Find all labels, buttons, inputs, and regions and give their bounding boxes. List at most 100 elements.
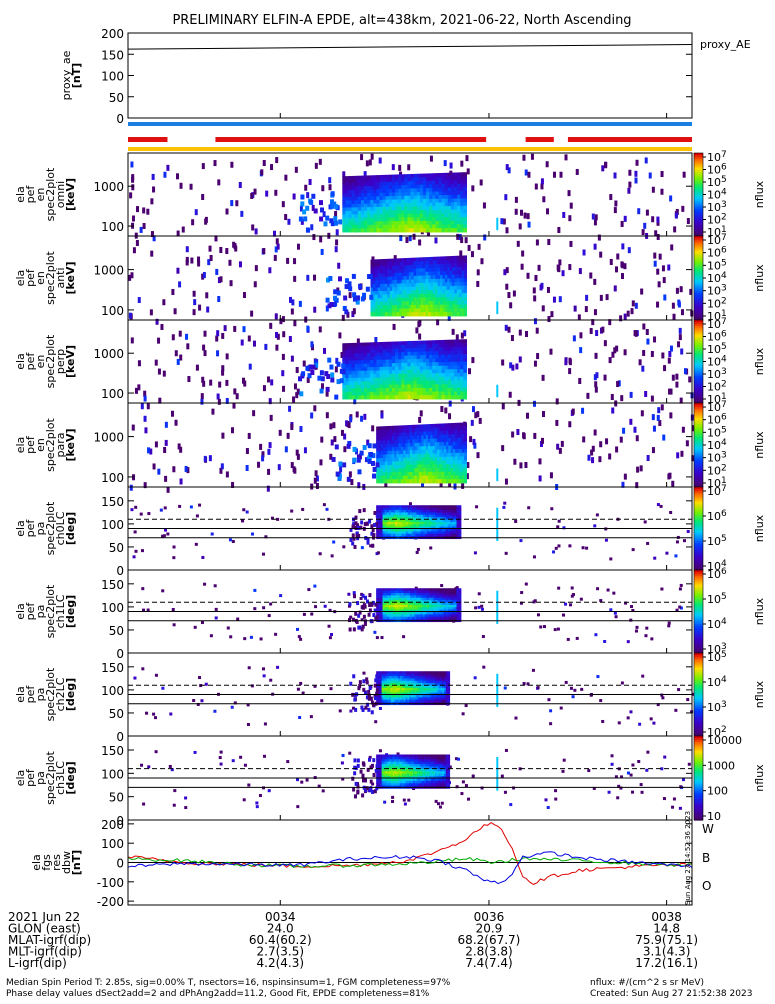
spectrogram-cell (395, 203, 399, 208)
spectrogram-pixel (320, 383, 324, 390)
spectrogram-cell (367, 360, 371, 365)
spectrogram-cell (449, 293, 453, 298)
spectrogram-cell (407, 377, 412, 382)
spectrogram-cell (399, 305, 403, 310)
spectrogram-pixel (482, 202, 486, 209)
spectrogram-cell (376, 597, 379, 601)
spectrogram-cell (372, 298, 376, 303)
spectrogram-cell (405, 600, 409, 604)
spectrogram-pixel (519, 539, 523, 543)
spectrogram-cell (380, 472, 384, 477)
spectrogram-cell (433, 512, 436, 516)
spectrogram-cell (461, 293, 465, 298)
spectrogram-cell (367, 352, 371, 358)
spectrogram-cell (454, 593, 458, 596)
spectrogram-pixel (157, 468, 161, 475)
spectrogram-cell (444, 228, 449, 233)
spectrogram-pixel (243, 637, 247, 641)
spectrogram-cell (426, 507, 430, 511)
spectrogram-pixel (161, 589, 165, 593)
spectrogram-cell (416, 514, 420, 518)
spectrogram-pixel (505, 227, 509, 234)
spectrogram-cell (403, 432, 407, 437)
spectrogram-cell (430, 431, 434, 436)
spectrogram-pixel (347, 422, 351, 429)
spectrogram-cell (382, 206, 387, 212)
spectrogram-cell (401, 512, 405, 516)
spectrogram-pixel (179, 446, 183, 453)
spectrogram-pixel (408, 235, 412, 242)
spectrogram-cell (408, 257, 412, 263)
spectrogram-cell (399, 514, 403, 518)
spectrogram-cell (426, 217, 430, 222)
spectrogram-cell (336, 379, 341, 385)
spectrogram-pixel (521, 250, 525, 257)
spectrogram-cell (447, 384, 452, 389)
spectrogram-cell (421, 471, 425, 477)
spectrogram-pixel (299, 426, 303, 433)
spectrogram-cell (464, 448, 467, 454)
spectrogram-pixel (483, 234, 487, 241)
spectrogram-cell (461, 259, 465, 264)
spectrogram-cell (412, 611, 415, 615)
spectrogram-cell (404, 213, 409, 219)
spectrogram-cell (408, 294, 412, 299)
spectrogram-cell (457, 456, 461, 461)
spectrogram-cell (370, 381, 374, 386)
spectrogram-cell (404, 228, 409, 233)
spectrogram-pixel (242, 292, 246, 299)
spectrogram-cell (413, 275, 417, 281)
spectrogram-pixel (366, 439, 370, 446)
spectrogram-cell (400, 475, 404, 480)
spectrogram-cell (382, 440, 386, 445)
spectrogram-pixel (147, 512, 151, 516)
spectrogram-cell (412, 588, 415, 592)
spectrogram-cell (396, 475, 400, 480)
spectrogram-pixel (575, 168, 579, 175)
spectrogram-cell (428, 304, 432, 310)
spectrogram-cell (429, 202, 433, 207)
spectrogram-cell (361, 624, 365, 629)
spectrogram-pixel (569, 202, 573, 209)
spectrogram-pixel (603, 340, 607, 347)
spectrogram-cell (448, 423, 452, 428)
spectrogram-cell (398, 391, 402, 396)
spectrogram-cell (357, 203, 362, 208)
spectrogram-cell (449, 282, 453, 287)
spectrogram-cell (435, 347, 440, 352)
spectrogram-pixel (668, 388, 672, 395)
spectrogram-cell (380, 458, 384, 463)
spectrogram-cell (416, 181, 421, 186)
spectrogram-cell (460, 395, 464, 400)
spectrogram-cell (456, 602, 460, 606)
spectrogram-cell (365, 599, 369, 604)
spectrogram-cell (437, 595, 441, 599)
spectrogram-cell (367, 388, 371, 393)
spectrogram-cell (448, 510, 451, 513)
spectrogram-cell (455, 426, 458, 431)
spectrogram-cell (405, 533, 409, 537)
spectrogram-cell (410, 524, 413, 528)
spectrogram-cell (433, 519, 436, 523)
spectrogram-cell (403, 428, 407, 434)
spectrogram-cell (399, 524, 403, 528)
spectrogram-cell (429, 533, 432, 537)
spectrogram-cell (460, 343, 464, 348)
spectrogram-cell (413, 384, 418, 389)
spectrogram-pixel (134, 505, 138, 509)
spectrogram-cell (454, 514, 458, 518)
spectrogram-pixel (164, 421, 168, 428)
spectrogram-cell (416, 286, 420, 291)
spectrogram-cell (351, 384, 356, 389)
spectrogram-cell (450, 519, 453, 523)
spectrogram-cell (416, 373, 421, 378)
spectrogram-cell (342, 200, 347, 205)
spectrogram-cell (452, 445, 456, 450)
spectrogram-cell (393, 514, 396, 518)
spectrogram-pixel (143, 395, 147, 402)
spectrogram-cell (362, 614, 366, 619)
spectrogram-cell (420, 512, 424, 516)
spectrogram-cell (348, 210, 353, 216)
spectrogram-cell (439, 524, 443, 528)
spectrogram-cell (429, 510, 432, 513)
